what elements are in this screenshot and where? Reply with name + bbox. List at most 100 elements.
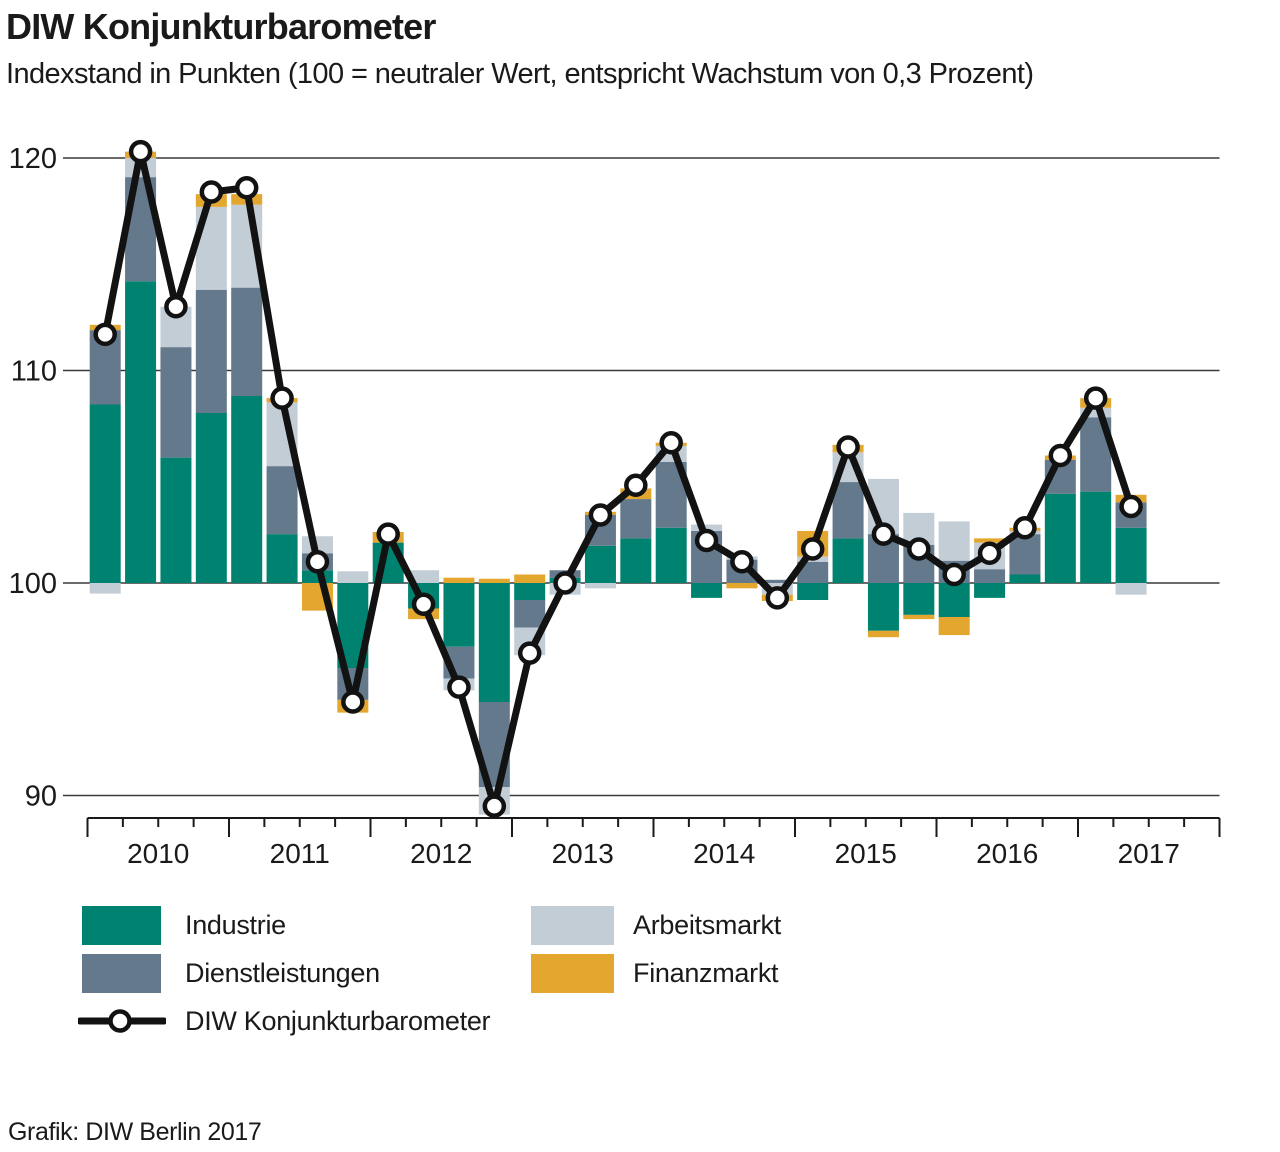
legend-label-barometer: DIW Konjunkturbarometer (185, 1005, 491, 1036)
dienstleistungen-swatch-icon (82, 954, 161, 993)
bar-segment-dienstleistungen-2011Q2 (266, 466, 298, 535)
bar-segment-industrie-2016Q1 (938, 583, 970, 617)
chart-canvas: 120 110 100 90 2010 2011 2012 2013 2014 2015 2016 2… (9, 139, 1221, 869)
year-label-2012: 2012 (410, 838, 472, 869)
bar-segment-dienstleistungen-2016Q2 (974, 569, 1006, 583)
data-point-marker-2010Q1 (93, 322, 117, 347)
data-point-marker-2016Q4 (1048, 443, 1073, 468)
bar-segment-industrie-2014Q2 (691, 583, 723, 598)
bar-segment-industrie-2015Q3 (867, 583, 899, 631)
bar-segment-industrie-2016Q2 (974, 583, 1006, 598)
bar-segment-arbeitsmarkt-2017Q2 (1115, 583, 1147, 595)
data-point-marker-2015Q1 (800, 537, 825, 561)
bar-segment-industrie-2015Q4 (903, 583, 935, 615)
bar-segment-industrie-2013Q3 (584, 545, 616, 583)
bar-segment-industrie-2013Q4 (620, 538, 652, 583)
bar-segment-dienstleistungen-2014Q4 (761, 579, 793, 583)
bar-segment-industrie-2010Q2 (125, 281, 157, 583)
data-point-marker-2015Q2 (836, 435, 860, 459)
bar-segment-industrie-2012Q3 (443, 583, 475, 647)
bar-segment-finanzmarkt-2016Q1 (938, 617, 970, 636)
page-title: DIW Konjunkturbarometer (6, 6, 436, 47)
data-point-marker-2017Q2 (1119, 494, 1143, 519)
data-point-marker-2013Q1 (517, 641, 542, 665)
data-point-marker-2014Q1 (659, 431, 683, 455)
barometer-line-sample-icon (78, 1009, 166, 1033)
bar-segment-finanzmarkt-2015Q3 (867, 630, 899, 638)
industrie-swatch-icon (82, 906, 161, 945)
data-point-marker-2014Q4 (765, 586, 790, 610)
bar-segment-finanzmarkt-2012Q3 (443, 577, 475, 583)
bar-segment-finanzmarkt-2013Q1 (514, 574, 546, 583)
legend-label-arbeitsmarkt: Arbeitsmarkt (633, 910, 781, 940)
bar-segment-arbeitsmarkt-2016Q1 (938, 521, 970, 561)
bar-segment-arbeitsmarkt-2014Q2 (691, 524, 723, 531)
bar-segment-finanzmarkt-2015Q4 (903, 614, 935, 620)
bar-segment-finanzmarkt-2012Q4 (478, 578, 510, 583)
bar-segment-finanzmarkt-2014Q3 (726, 583, 758, 589)
year-label-2016: 2016 (976, 838, 1038, 869)
data-point-marker-2011Q1 (234, 176, 259, 200)
year-label-2014: 2014 (693, 838, 755, 869)
year-label-2017: 2017 (1118, 838, 1180, 869)
year-label-2010: 2010 (127, 838, 189, 869)
data-point-marker-2011Q2 (270, 386, 294, 410)
bar-segment-finanzmarkt-2016Q2 (974, 538, 1006, 543)
bar-segment-dienstleistungen-2016Q3 (1009, 534, 1041, 575)
bar-segment-dienstleistungen-2010Q3 (160, 347, 192, 458)
data-point-marker-2013Q3 (588, 503, 613, 527)
year-label-2011: 2011 (270, 838, 330, 869)
bar-segment-dienstleistungen-2010Q4 (195, 289, 227, 413)
data-point-marker-2010Q4 (199, 180, 224, 204)
data-point-marker-2016Q3 (1013, 516, 1037, 540)
y-tick-label-100: 100 (9, 568, 57, 600)
bar-segment-industrie-2010Q3 (160, 457, 192, 583)
data-point-marker-2012Q3 (447, 675, 471, 699)
bar-segment-industrie-2013Q1 (514, 583, 546, 600)
data-point-marker-2017Q1 (1083, 386, 1108, 410)
y-tick-label-90: 90 (25, 781, 57, 813)
bar-segment-arbeitsmarkt-2011Q4 (337, 571, 369, 583)
finanzmarkt-swatch-icon (531, 954, 614, 993)
bar-segment-dienstleistungen-2015Q2 (832, 482, 864, 539)
bar-segment-industrie-2016Q4 (1044, 493, 1076, 583)
bar-segment-industrie-2014Q1 (655, 527, 687, 583)
data-point-marker-2015Q3 (871, 522, 896, 546)
y-tick-label-120: 120 (9, 143, 57, 175)
arbeitsmarkt-swatch-icon (531, 906, 614, 945)
data-point-marker-2013Q4 (624, 473, 648, 497)
data-point-marker-2010Q3 (164, 295, 188, 319)
bar-segment-arbeitsmarkt-2017Q1 (1080, 407, 1112, 418)
bar-segment-arbeitsmarkt-2012Q2 (408, 570, 440, 583)
data-point-marker-2014Q2 (694, 528, 719, 553)
bar-segment-industrie-2012Q4 (478, 583, 510, 702)
bar-segment-arbeitsmarkt-2010Q1 (89, 583, 121, 594)
data-point-marker-2014Q3 (730, 550, 754, 574)
bar-segment-dienstleistungen-2015Q1 (797, 561, 829, 583)
legend-label-finanzmarkt: Finanzmarkt (633, 958, 779, 988)
bar-segment-industrie-2010Q4 (195, 413, 227, 583)
bar-segment-dienstleistungen-2013Q1 (514, 600, 546, 628)
data-point-marker-2011Q3 (305, 550, 330, 574)
bar-segment-industrie-2017Q1 (1080, 491, 1112, 583)
data-point-marker-2015Q4 (907, 537, 931, 561)
y-tick-label-110: 110 (11, 356, 57, 388)
bar-segment-industrie-2010Q1 (89, 404, 121, 583)
data-point-marker-2016Q2 (977, 541, 1002, 565)
legend-label-industrie: Industrie (185, 910, 286, 940)
source-credit: Grafik: DIW Berlin 2017 (8, 1118, 262, 1146)
legend-label-dienstleistungen: Dienstleistungen (185, 958, 380, 988)
data-point-marker-2012Q2 (411, 592, 436, 616)
page-subtitle: Indexstand in Punkten (100 = neutraler W… (6, 58, 1034, 90)
bar-segment-dienstleistungen-2013Q4 (620, 499, 652, 539)
bar-segment-industrie-2015Q1 (797, 583, 829, 600)
bar-segment-dienstleistungen-2011Q1 (231, 287, 263, 396)
data-point-marker-2012Q1 (376, 522, 400, 546)
bar-segment-industrie-2016Q3 (1009, 574, 1041, 583)
data-point-marker-2016Q1 (942, 562, 966, 587)
data-point-marker-2011Q4 (341, 690, 365, 714)
year-label-2015: 2015 (835, 838, 897, 869)
data-point-marker-2012Q4 (482, 794, 507, 818)
year-label-2013: 2013 (552, 838, 614, 869)
